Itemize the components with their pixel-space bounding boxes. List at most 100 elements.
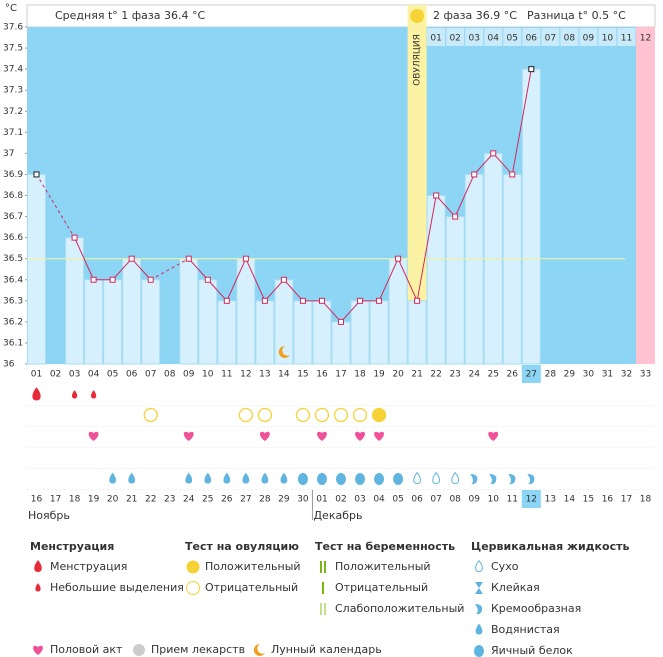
intercourse-mark [183,431,194,441]
legend-item: Менструация [50,560,127,573]
x-tick-label: 26 [507,370,519,380]
next-cycle-column [635,27,655,364]
date-label: 22 [145,495,156,505]
fluid-mark [316,473,327,485]
luteal-day-box [503,28,522,46]
date-label: 28 [259,495,271,505]
luteal-day-label: 06 [526,34,538,44]
x-tick-label: 03 [69,370,80,380]
gap-connector [36,174,76,238]
x-tick-label: 28 [545,370,557,380]
luteal-day-label: 04 [488,34,500,44]
x-tick-label: 22 [430,370,441,380]
date-label: 16 [31,495,43,505]
x-tick-label: 32 [621,370,632,380]
fluid-mark [280,472,288,484]
fluid-mark [527,474,535,485]
date-label: 16 [602,495,614,505]
y-tick-label: 36 [3,360,15,370]
temperature-column [179,258,199,365]
temperature-point [357,297,364,304]
temperature-point [71,234,78,241]
date-label: 13 [545,495,556,505]
intercourse-mark [259,431,270,441]
legend-icon [186,581,200,595]
ovulation-test-mark [314,407,330,423]
y-tick-label: 37.2 [3,107,23,117]
temperature-column [103,279,123,365]
legend-item: Водянистая [491,623,560,636]
luteal-day-box [427,28,446,46]
temperature-point [204,276,211,283]
menstruation-mark [71,390,78,399]
legend-icon [475,623,483,635]
date-label: 01 [316,495,327,505]
fluid-mark [355,473,366,485]
temperature-point [490,150,497,157]
luteal-day-box [598,28,617,46]
y-tick-label: 36.7 [3,212,23,222]
intercourse-mark [88,431,99,441]
luteal-day-box [522,28,541,46]
x-tick-label: 14 [278,370,290,380]
x-tick-label: 29 [564,370,576,380]
x-tick-label: 19 [373,370,385,380]
luteal-day-box [579,28,598,46]
legend-item: Слабоположительный [335,602,464,615]
temperature-point [185,255,192,262]
legend-item: Лунный календарь [271,643,382,656]
luteal-day-label: 11 [621,34,632,44]
temperature-difference: Разница t° 0.5 °C [527,9,626,22]
date-label: 29 [278,495,290,505]
ovulation-test-mark [295,407,311,423]
luteal-day-label: 03 [468,34,479,44]
x-tick-label: 21 [411,370,422,380]
date-label: 27 [240,495,251,505]
temperature-point [376,297,383,304]
ovulation-test-mark [371,407,387,423]
y-tick-label: 36.5 [3,254,23,264]
date-label: 10 [488,495,500,505]
temperature-point [318,297,325,304]
phase2-average: 2 фаза 36.9 °C [433,9,517,22]
fluid-mark [470,474,478,485]
temperature-column [27,173,47,365]
ovulation-test-mark [257,407,273,423]
legend-icon [474,645,484,657]
legend-icon [320,603,326,615]
legend-icon [475,604,483,615]
date-label: 21 [126,495,137,505]
legend-item: Половой акт [50,643,123,656]
temperature-point [280,276,287,283]
date-label: 20 [107,495,119,505]
date-label: 04 [373,495,385,505]
temperature-column [312,300,332,365]
date-label: 14 [564,495,576,505]
legend-icon [475,582,483,594]
luteal-day-label: 10 [602,34,614,44]
x-tick-label: 16 [316,370,328,380]
legend-icon [35,583,41,592]
fluid-mark [128,472,136,484]
temperature-column [65,237,85,365]
y-tick-label: 36.3 [3,296,23,306]
y-tick-label: 37.4 [3,65,23,75]
fluid-mark [336,473,346,485]
legend-item: Яичный белок [491,644,573,657]
y-tick-label: 36.4 [3,275,23,285]
x-tick-label: 04 [88,370,100,380]
intercourse-mark [317,431,327,441]
fluid-mark [508,474,516,485]
x-tick-label: 07 [145,370,156,380]
temperature-point [471,171,478,178]
legend-item: Прием лекарств [151,643,245,656]
current-date-box [521,490,541,508]
fluid-mark [432,471,441,485]
date-label: 26 [221,495,233,505]
temperature-point [90,276,97,283]
date-label: 15 [583,495,594,505]
temperature-column [331,321,351,365]
date-label: 05 [392,495,403,505]
legend-icon [320,561,326,573]
temperature-column [369,300,389,365]
